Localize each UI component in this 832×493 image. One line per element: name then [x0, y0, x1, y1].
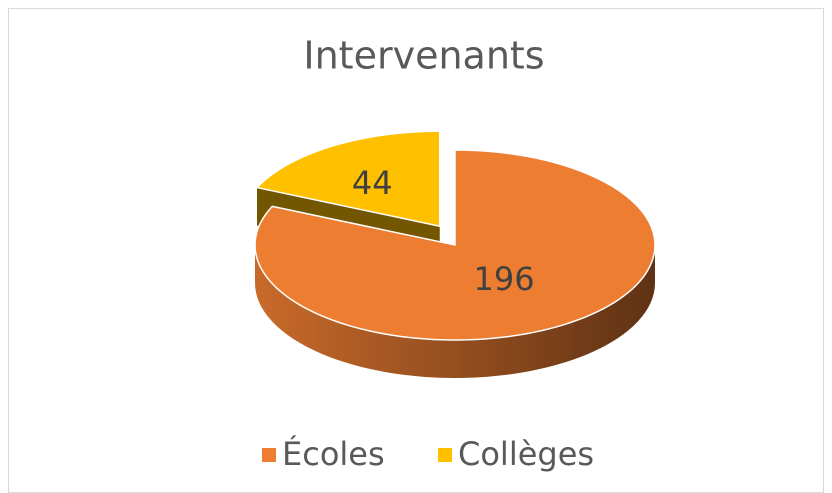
chart-title: Intervenants: [303, 34, 544, 78]
pie-slice: [255, 130, 441, 228]
legend-swatch: [438, 448, 452, 462]
legend-label: Collèges: [458, 435, 594, 473]
data-label: 44: [352, 164, 393, 202]
legend-swatch: [262, 448, 276, 462]
slice-side: [255, 245, 655, 378]
pie-slice: [254, 149, 656, 341]
legend-label: Écoles: [282, 435, 385, 473]
data-label: 196: [473, 260, 534, 298]
